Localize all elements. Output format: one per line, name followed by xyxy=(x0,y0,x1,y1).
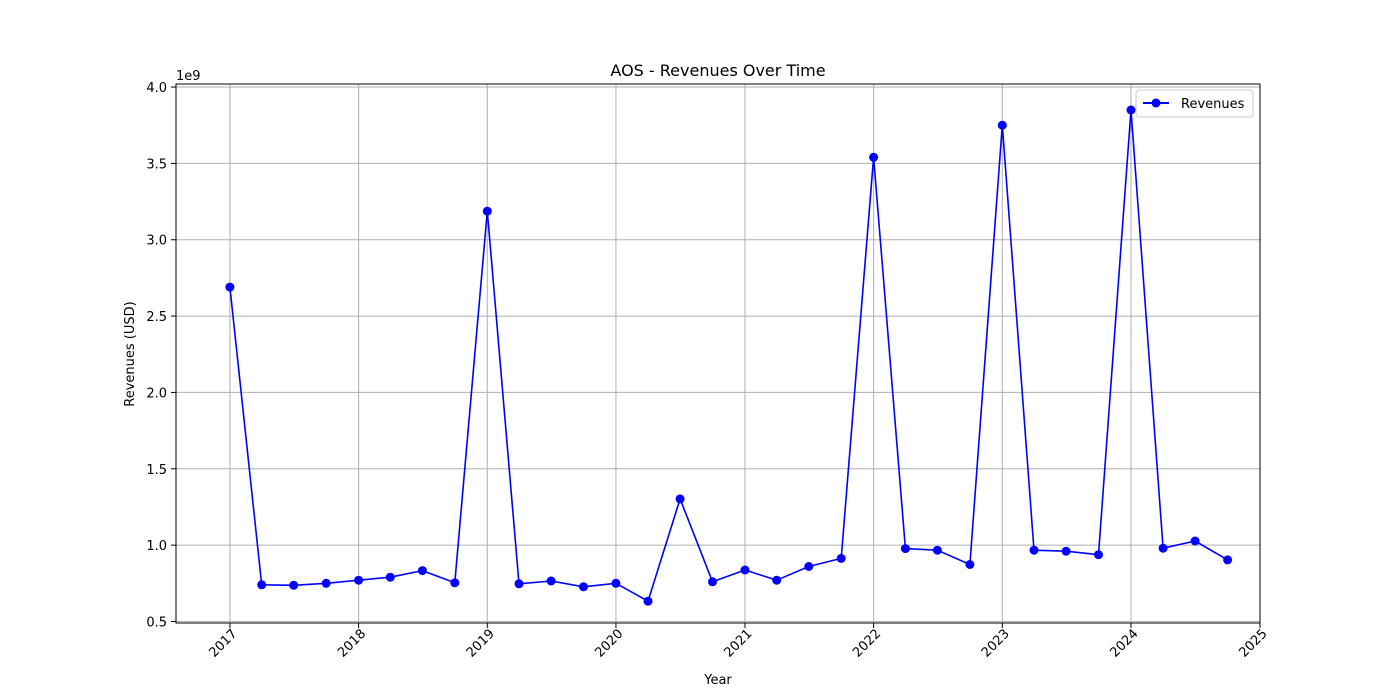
x-tick-label: 2019 xyxy=(464,627,498,661)
data-point xyxy=(514,579,524,589)
chart-title: AOS - Revenues Over Time xyxy=(610,61,825,80)
x-tick-label: 2020 xyxy=(592,627,626,661)
data-point xyxy=(932,545,942,555)
plot-frame xyxy=(175,83,1261,624)
legend: Revenues xyxy=(1135,89,1254,118)
x-axis-ticks: 2017 2018 2019 2020 2021 2022 2023 2024 2025 xyxy=(206,623,1271,661)
data-point xyxy=(740,565,750,575)
y-tick-label: 4.0 xyxy=(146,81,167,96)
data-point xyxy=(869,152,879,162)
y-tick-label: 1.0 xyxy=(146,539,167,554)
data-point xyxy=(804,562,814,571)
x-tick-label: 2023 xyxy=(979,627,1013,661)
y-tick-label: 3.0 xyxy=(146,234,167,249)
data-point xyxy=(1126,105,1136,115)
y-tick-label: 1.5 xyxy=(146,463,167,478)
x-tick-label: 2025 xyxy=(1237,627,1271,661)
legend-box xyxy=(1135,89,1254,118)
y-axis-ticks: 0.5 1.0 1.5 2.0 2.5 3.0 3.5 4.0 xyxy=(146,81,176,630)
data-point xyxy=(1158,543,1168,553)
data-point xyxy=(611,578,621,588)
y-tick-label: 0.5 xyxy=(146,615,167,630)
x-tick-label: 2021 xyxy=(721,627,755,661)
y-tick-label: 2.0 xyxy=(146,386,167,401)
legend-marker xyxy=(1151,98,1161,108)
series-layer xyxy=(225,105,1233,606)
y-axis-label: Revenues (USD) xyxy=(123,301,138,406)
data-point xyxy=(1223,555,1233,565)
data-point xyxy=(675,494,685,504)
data-point xyxy=(900,544,910,554)
data-point xyxy=(546,576,556,586)
x-axis-label: Year xyxy=(703,673,732,688)
data-point xyxy=(417,566,427,576)
data-point xyxy=(836,553,846,563)
data-point xyxy=(1094,550,1103,560)
data-point xyxy=(708,577,717,587)
data-point xyxy=(965,560,975,569)
data-point xyxy=(385,572,395,582)
series-line-revenues xyxy=(229,109,1229,602)
data-point xyxy=(450,578,460,588)
legend-label-revenues: Revenues xyxy=(1181,97,1245,112)
grid-lines xyxy=(176,84,1261,623)
data-point xyxy=(643,596,653,606)
x-tick-label: 2024 xyxy=(1107,627,1141,661)
y-tick-label: 2.5 xyxy=(146,310,167,325)
data-point xyxy=(257,580,267,590)
y-axis-offset-label: 1e9 xyxy=(176,69,201,84)
data-point xyxy=(1029,545,1039,555)
x-tick-label: 2022 xyxy=(850,627,884,661)
data-point xyxy=(321,578,331,588)
data-point xyxy=(225,282,235,292)
data-point xyxy=(289,580,299,590)
data-point xyxy=(997,120,1007,130)
x-tick-label: 2018 xyxy=(335,627,369,661)
data-point xyxy=(482,206,492,216)
data-point xyxy=(354,575,364,585)
data-point xyxy=(1190,536,1200,546)
y-tick-label: 3.5 xyxy=(146,157,167,172)
data-point xyxy=(772,575,782,585)
data-point xyxy=(1061,546,1071,556)
x-tick-label: 2017 xyxy=(206,627,240,661)
data-point xyxy=(579,582,588,592)
